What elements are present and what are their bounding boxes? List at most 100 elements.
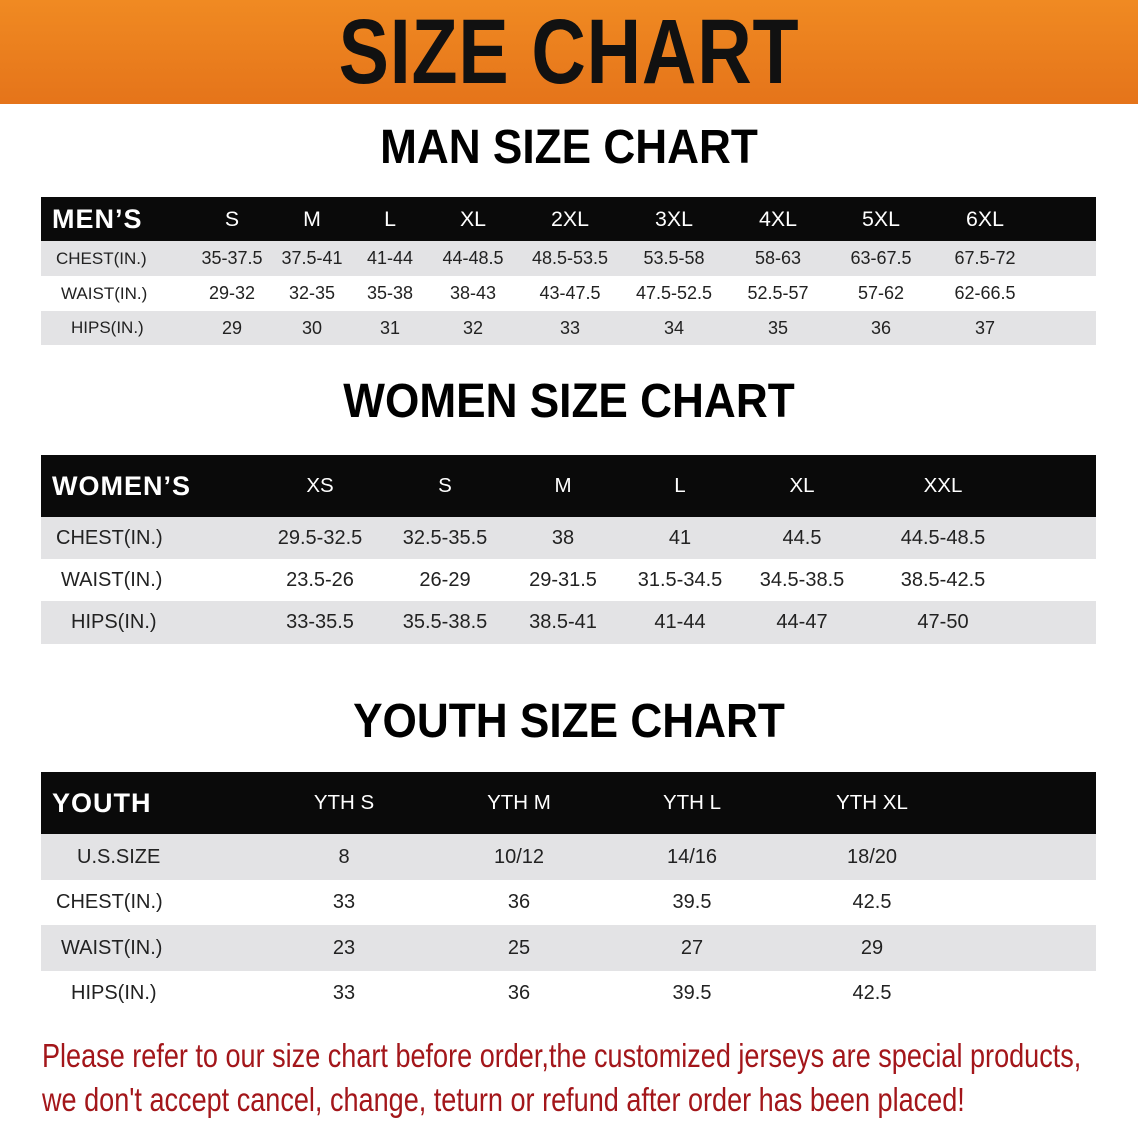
women-size-header: XXL <box>923 474 963 497</box>
row-label: HIPS(IN.) <box>71 611 157 633</box>
row-label: CHEST(IN.) <box>56 891 163 913</box>
table-cell: 44-48.5 <box>442 248 504 268</box>
size-chart-banner: SIZE CHART <box>0 0 1138 104</box>
table-cell: 44-47 <box>776 611 828 633</box>
women-size-header: M <box>554 474 572 497</box>
table-cell: 67.5-72 <box>954 248 1016 268</box>
row-label: WAIST(IN.) <box>61 283 148 303</box>
row-label: CHEST(IN.) <box>56 526 163 549</box>
table-cell: 39.5 <box>672 982 712 1004</box>
table-cell: 35-38 <box>366 283 414 303</box>
men-header-row: MEN’S S M L XL 2XL 3XL 4XL 5XL 6XL <box>41 197 1096 241</box>
women-size-header: S <box>438 474 452 497</box>
table-cell: 38-43 <box>449 283 497 303</box>
table-cell: 29 <box>860 936 884 959</box>
men-size-header: S <box>224 206 240 231</box>
table-cell: 29.5-32.5 <box>277 526 363 549</box>
women-header-label: WOMEN’S <box>52 470 191 501</box>
youth-size-header: YTH S <box>313 791 375 814</box>
table-cell: 38 <box>551 526 575 549</box>
youth-size-table: YOUTH YTH S YTH M YTH L YTH XL U.S.SIZE 8 10/12… <box>41 772 1096 1016</box>
men-header-label: MEN’S <box>52 203 143 234</box>
table-cell: 35 <box>767 317 789 338</box>
table-cell: 36 <box>507 891 531 913</box>
table-cell: 62-66.5 <box>954 283 1016 303</box>
table-cell: 41 <box>668 526 692 549</box>
men-section-title: MAN SIZE CHART <box>380 121 758 174</box>
women-size-header: XS <box>306 474 334 497</box>
table-cell: 32.5-35.5 <box>402 526 488 549</box>
women-table-row: WAIST(IN.) 23.5-26 26-29 29-31.5 31.5-34.5 34… <box>41 559 1096 601</box>
table-cell: 26-29 <box>419 568 471 591</box>
table-cell: 38.5-41 <box>529 611 597 633</box>
table-cell: 52.5-57 <box>747 283 809 303</box>
women-size-header: XL <box>789 474 815 497</box>
table-cell: 41-44 <box>366 248 414 268</box>
table-cell: 10/12 <box>493 845 545 868</box>
table-cell: 35.5-38.5 <box>402 611 488 633</box>
table-cell: 31.5-34.5 <box>637 568 723 591</box>
row-label: CHEST(IN.) <box>56 248 147 268</box>
table-cell: 8 <box>338 845 350 868</box>
youth-table-row: CHEST(IN.) 33 36 39.5 42.5 <box>41 880 1096 925</box>
women-header-row: WOMEN’S XS S M L XL XXL <box>41 455 1096 517</box>
table-cell: 42.5 <box>852 982 892 1004</box>
men-size-table: MEN’S S M L XL 2XL 3XL 4XL 5XL 6XL CHEST(IN.) 35-37… <box>41 197 1096 345</box>
women-section-title: WOMEN SIZE CHART <box>343 375 795 428</box>
men-size-header: M <box>303 206 321 231</box>
table-cell: 37.5-41 <box>281 248 343 268</box>
women-size-table: WOMEN’S XS S M L XL XXL CHEST(IN.) 29.5-32.5 32.5… <box>41 455 1096 644</box>
table-cell: 37 <box>974 317 996 338</box>
youth-size-header: YTH L <box>662 791 722 814</box>
men-size-header: 4XL <box>759 206 797 231</box>
table-cell: 44.5 <box>782 526 822 549</box>
table-cell: 27 <box>680 936 704 959</box>
row-label: HIPS(IN.) <box>71 318 144 337</box>
table-cell: 31 <box>379 317 401 338</box>
men-size-header: XL <box>459 206 487 231</box>
table-cell: 34.5-38.5 <box>759 568 845 591</box>
table-cell: 36 <box>507 982 531 1004</box>
table-cell: 33-35.5 <box>286 611 354 633</box>
table-cell: 33 <box>332 982 356 1004</box>
youth-table-row: U.S.SIZE 8 10/12 14/16 18/20 <box>41 834 1096 880</box>
row-label: WAIST(IN.) <box>61 936 163 959</box>
table-cell: 48.5-53.5 <box>531 248 609 268</box>
table-cell: 39.5 <box>672 891 712 913</box>
table-cell: 29-31.5 <box>529 568 597 591</box>
table-cell: 25 <box>507 936 531 959</box>
men-size-header: 2XL <box>551 206 589 231</box>
youth-header-label: YOUTH <box>52 787 152 818</box>
table-cell: 18/20 <box>846 845 898 868</box>
men-size-header: 5XL <box>862 206 900 231</box>
notice-line-1: Please refer to our size chart before or… <box>42 1037 1082 1074</box>
table-cell: 30 <box>301 317 323 338</box>
table-cell: 63-67.5 <box>850 248 912 268</box>
youth-table-row: HIPS(IN.) 33 36 39.5 42.5 <box>41 971 1096 1016</box>
row-label: U.S.SIZE <box>77 845 161 868</box>
men-table-row: HIPS(IN.) 29 30 31 32 33 34 35 36 37 <box>41 311 1096 345</box>
table-cell: 23 <box>332 936 356 959</box>
table-cell: 23.5-26 <box>286 568 354 591</box>
women-size-header: L <box>674 474 686 497</box>
table-cell: 42.5 <box>852 891 892 913</box>
table-cell: 34 <box>663 317 685 338</box>
men-table-row: WAIST(IN.) 29-32 32-35 35-38 38-43 43-47.5 47.… <box>41 276 1096 311</box>
women-table-row: CHEST(IN.) 29.5-32.5 32.5-35.5 38 41 44.5 44.5… <box>41 517 1096 559</box>
table-cell: 38.5-42.5 <box>900 568 986 591</box>
men-size-header: 6XL <box>966 206 1004 231</box>
table-cell: 14/16 <box>666 845 718 868</box>
table-cell: 44.5-48.5 <box>900 526 986 549</box>
table-cell: 35-37.5 <box>201 248 263 268</box>
men-table-row: CHEST(IN.) 35-37.5 37.5-41 41-44 44-48.5 48.5… <box>41 241 1096 276</box>
table-cell: 33 <box>332 891 356 913</box>
row-label: WAIST(IN.) <box>61 568 163 591</box>
table-cell: 47.5-52.5 <box>635 283 713 303</box>
row-label: HIPS(IN.) <box>71 982 157 1004</box>
youth-header-row: YOUTH YTH S YTH M YTH L YTH XL <box>41 772 1096 834</box>
youth-section-title: YOUTH SIZE CHART <box>353 695 785 748</box>
notice-line-2: we don't accept cancel, change, teturn o… <box>42 1081 965 1118</box>
men-size-header: L <box>384 206 396 231</box>
table-cell: 32 <box>462 317 484 338</box>
women-table-row: HIPS(IN.) 33-35.5 35.5-38.5 38.5-41 41-44 44-… <box>41 601 1096 644</box>
